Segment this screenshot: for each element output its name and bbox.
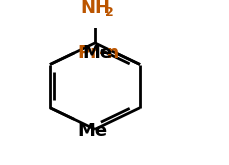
Text: Pr-n: Pr-n (77, 44, 120, 62)
Text: NH: NH (80, 0, 110, 17)
Text: Me: Me (77, 122, 107, 140)
Text: 2: 2 (105, 6, 114, 19)
Text: Me: Me (83, 44, 113, 62)
